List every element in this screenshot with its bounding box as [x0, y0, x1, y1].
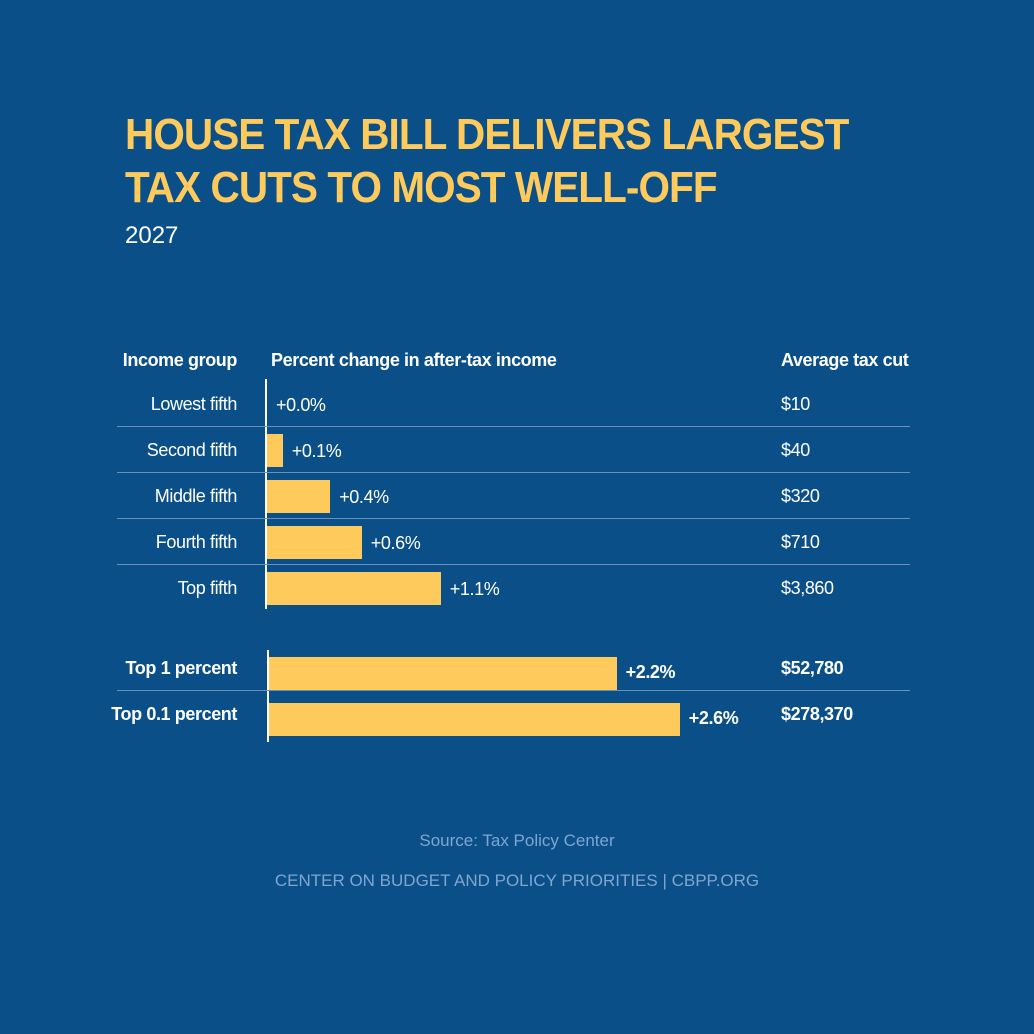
- average-tax-cut-value: $710: [781, 532, 820, 552]
- average-tax-cut-value: $278,370: [781, 704, 853, 724]
- data-label: +2.6%: [688, 708, 739, 728]
- organization-credit: CENTER ON BUDGET AND POLICY PRIORITIES |…: [274, 871, 760, 890]
- category-label: Lowest fifth: [150, 394, 238, 414]
- data-label: +0.1%: [291, 441, 342, 461]
- data-label: +0.6%: [370, 533, 421, 553]
- category-label: Top 0.1 percent: [111, 704, 237, 724]
- bar: [269, 657, 617, 690]
- header-percent-change: Percent change in after-tax income: [271, 350, 557, 370]
- row-divider: [117, 472, 910, 473]
- chart-title: House Tax Bill Delivers Largest Tax Cuts…: [125, 110, 849, 212]
- row-divider: [117, 690, 910, 691]
- category-label: Top 1 percent: [125, 658, 238, 678]
- header-income-group: Income group: [122, 350, 238, 370]
- chart-subtitle: 2027: [125, 222, 179, 249]
- axis-line-top-incomes: [267, 650, 269, 742]
- category-label: Fourth fifth: [155, 532, 238, 552]
- category-label: Top fifth: [177, 578, 238, 598]
- source-note: Source: Tax Policy Center: [419, 831, 615, 850]
- axis-line-fifths: [265, 379, 267, 609]
- row-divider: [117, 564, 910, 565]
- average-tax-cut-value: $52,780: [781, 658, 844, 678]
- bar: [269, 703, 680, 736]
- category-label: Middle fifth: [154, 486, 238, 506]
- data-label: +0.0%: [276, 395, 326, 415]
- bar: [267, 434, 283, 467]
- bar: [267, 572, 441, 605]
- average-tax-cut-value: $320: [781, 486, 820, 506]
- average-tax-cut-value: $40: [781, 440, 810, 460]
- header-average-tax-cut: Average tax cut: [781, 350, 909, 370]
- bar: [267, 526, 362, 559]
- average-tax-cut-value: $10: [781, 394, 810, 414]
- category-label: Second fifth: [146, 440, 238, 460]
- row-divider: [117, 518, 910, 519]
- data-label: +1.1%: [449, 579, 500, 599]
- data-label: +2.2%: [625, 662, 676, 682]
- row-divider: [117, 426, 910, 427]
- data-label: +0.4%: [339, 487, 389, 507]
- bar: [267, 480, 331, 513]
- average-tax-cut-value: $3,860: [781, 578, 834, 598]
